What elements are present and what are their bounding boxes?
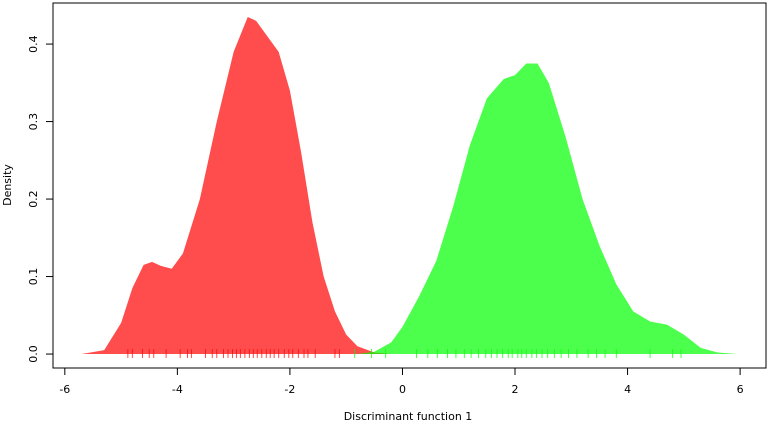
y-tick-label: 0.0 xyxy=(27,345,40,363)
y-tick-label: 0.4 xyxy=(27,35,40,53)
x-tick-label: -4 xyxy=(172,383,183,396)
y-axis-label: Density xyxy=(1,164,14,206)
x-tick-label: -6 xyxy=(59,383,70,396)
x-tick-label: 4 xyxy=(624,383,631,396)
y-tick-label: 0.2 xyxy=(27,190,40,208)
density-area xyxy=(81,16,392,355)
x-tick-label: 6 xyxy=(737,383,744,396)
y-tick-label: 0.1 xyxy=(27,268,40,286)
x-tick-label: 2 xyxy=(512,383,519,396)
x-tick-label: -2 xyxy=(284,383,295,396)
x-tick-label: 0 xyxy=(399,383,406,396)
x-axis-label: Discriminant function 1 xyxy=(344,410,473,423)
density-area xyxy=(357,63,738,355)
y-tick-label: 0.3 xyxy=(27,113,40,131)
plot-frame xyxy=(52,2,767,369)
